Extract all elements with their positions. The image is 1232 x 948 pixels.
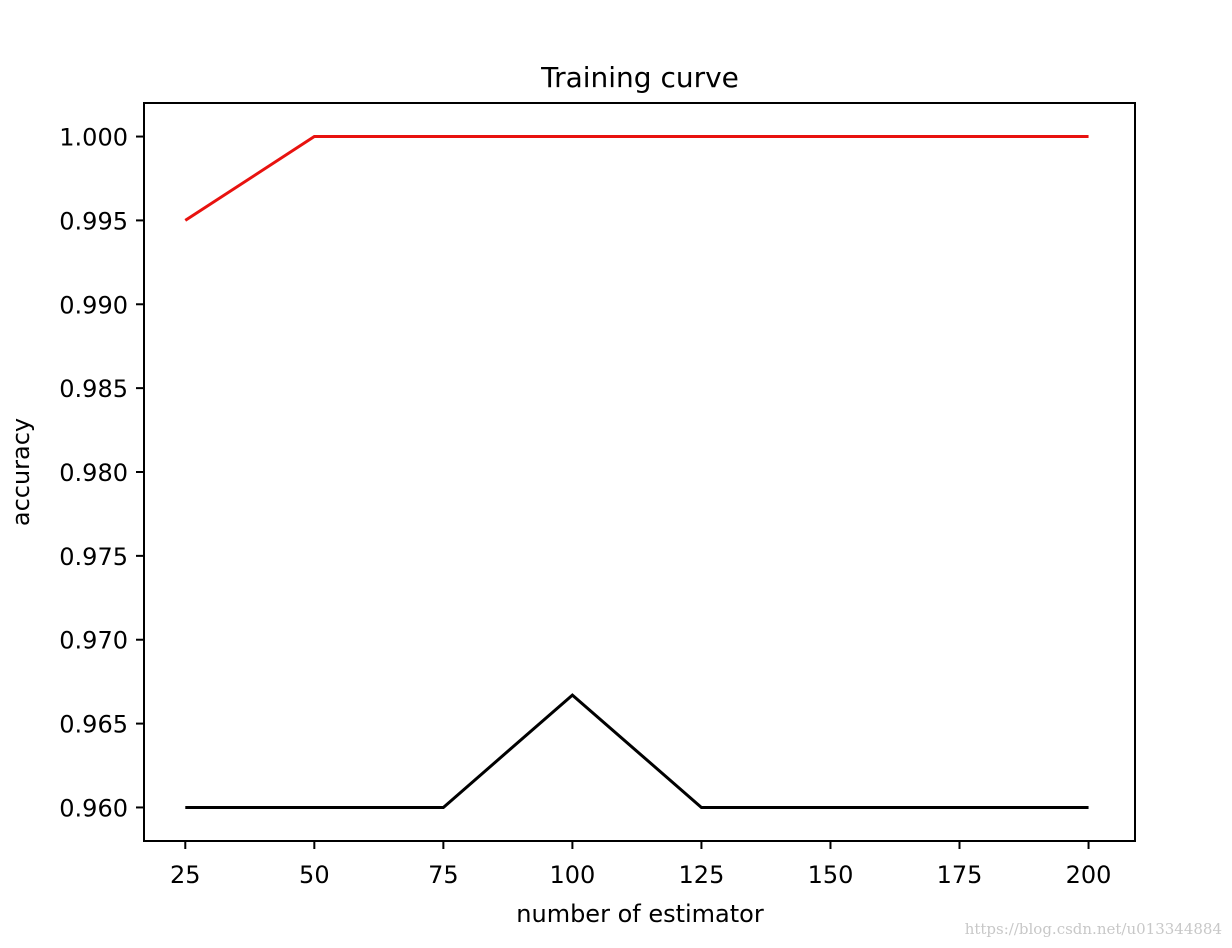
watermark-text: https://blog.csdn.net/u013344884 [965,920,1222,938]
y-tick-label: 0.985 [59,375,128,403]
x-tick-label: 25 [170,861,201,889]
x-tick-label: 75 [428,861,459,889]
plot-lines [184,135,1089,809]
y-tick-label: 0.960 [59,794,128,822]
y-tick-label: 0.965 [59,711,128,739]
y-tick-label: 0.990 [59,291,128,319]
x-tick-label: 100 [549,861,595,889]
series-line-1 [184,135,1089,222]
chart-title: Training curve [540,61,739,94]
y-tick-label: 1.000 [59,124,128,152]
x-tick-label: 50 [299,861,330,889]
y-axis: 0.960 0.965 0.970 0.975 0.980 0.985 0.990 0.995… [59,124,144,822]
x-tick-label: 175 [937,861,983,889]
y-axis-label: accuracy [7,418,35,526]
y-tick-label: 0.980 [59,459,128,487]
x-tick-label: 150 [808,861,854,889]
plot-frame [143,102,1136,842]
x-tick-label: 200 [1066,861,1112,889]
y-tick-label: 0.970 [59,627,128,655]
y-tick-label: 0.995 [59,207,128,235]
y-tick-label: 0.975 [59,543,128,571]
series-line-2 [185,693,1089,809]
x-tick-label: 125 [679,861,725,889]
x-axis-label: number of estimator [516,900,764,928]
x-axis: 25 50 75 100 125 150 175 200 [170,841,1111,889]
